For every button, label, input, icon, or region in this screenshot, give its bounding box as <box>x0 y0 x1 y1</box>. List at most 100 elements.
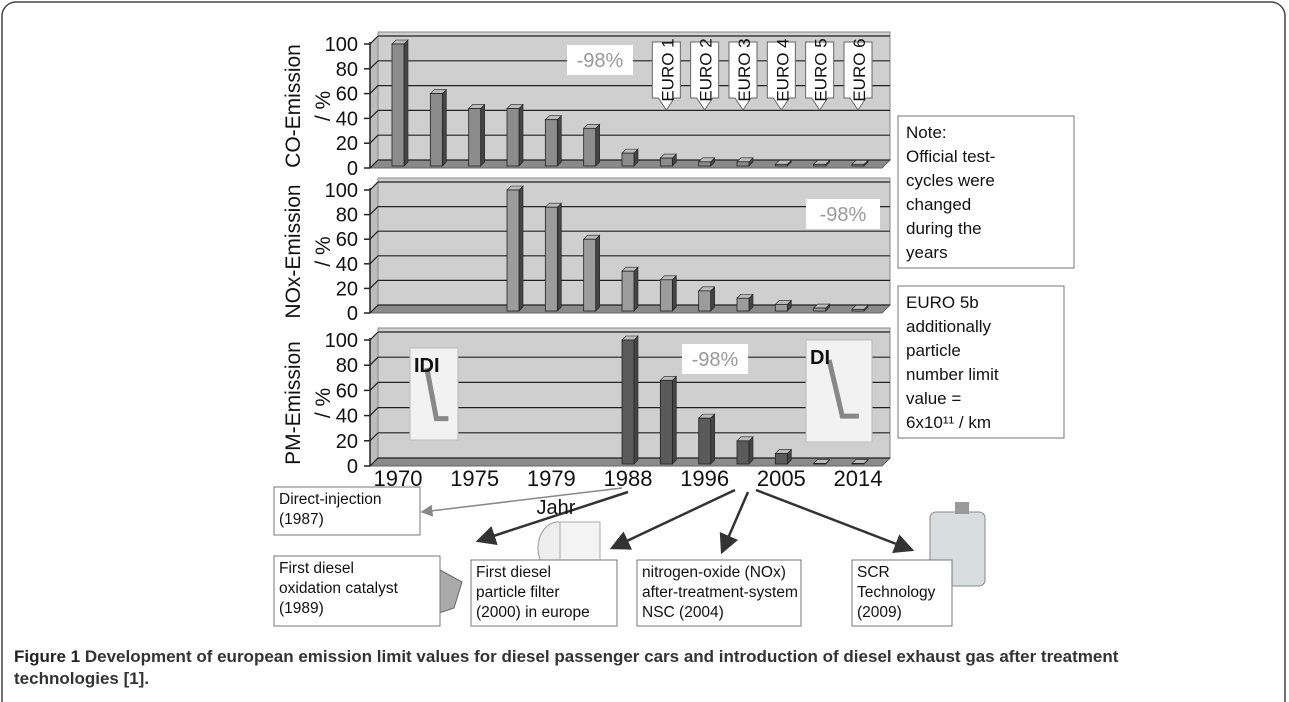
bar-side <box>596 124 600 166</box>
bar <box>660 158 672 166</box>
y-tick-label: 20 <box>336 133 358 155</box>
bar <box>622 153 634 166</box>
technology-text-line: (2000) in europe <box>476 604 590 621</box>
bar <box>507 190 519 311</box>
y-tick-label: 80 <box>336 355 358 377</box>
technology-text-line: Direct-injection <box>279 491 382 508</box>
bar-side <box>634 336 638 464</box>
bar <box>584 128 596 166</box>
technology-text-line: First diesel <box>279 560 354 577</box>
bar <box>430 94 442 166</box>
technology-text-line: after-treatment-system <box>642 584 798 601</box>
page: 020406080100CO-Emission/ %-98%EURO 1EURO… <box>0 0 1289 702</box>
y-tick-label: 40 <box>336 406 358 428</box>
note-text-line: EURO 5b <box>906 293 979 312</box>
bar-side <box>749 437 753 464</box>
bar <box>852 309 864 311</box>
y-tick-label: 60 <box>336 84 358 106</box>
side-wall <box>370 36 378 168</box>
y-tick-label: 40 <box>336 108 358 130</box>
euro-label: EURO 2 <box>697 38 716 101</box>
image-label: IDI <box>414 355 440 377</box>
technology-text-line: (1989) <box>279 600 324 617</box>
x-tick-label: 1988 <box>604 466 653 491</box>
y-axis-label: / % <box>312 91 335 121</box>
y-tick-label: 20 <box>336 431 358 453</box>
bar <box>775 164 787 166</box>
bar <box>545 120 557 166</box>
note-text-line: Official test- <box>906 147 995 166</box>
bar <box>699 291 711 311</box>
bar <box>545 207 557 311</box>
y-tick-label: 80 <box>336 59 358 81</box>
y-tick-label: 0 <box>347 303 358 325</box>
bar <box>814 463 826 464</box>
y-tick-label: 100 <box>325 330 358 352</box>
y-tick-label: 80 <box>336 205 358 227</box>
y-tick-label: 100 <box>325 180 358 202</box>
bar <box>814 164 826 166</box>
bar <box>737 298 749 311</box>
y-axis-label: NOx-Emission <box>282 184 305 318</box>
bar-side <box>557 116 561 166</box>
bar <box>852 164 864 166</box>
arrow <box>756 490 912 550</box>
scr-icon <box>955 502 969 514</box>
note-text-line: particle <box>906 341 961 360</box>
y-tick-label: 0 <box>347 158 358 180</box>
euro-label: EURO 3 <box>735 38 754 101</box>
technology-text-line: SCR <box>857 564 890 581</box>
side-wall <box>370 332 378 466</box>
y-tick-label: 60 <box>336 229 358 251</box>
bar-side <box>519 186 523 311</box>
caption-text: Development of european emission limit v… <box>14 647 1118 688</box>
note-text-line: value = <box>906 389 961 408</box>
annotation: -98% <box>692 349 739 371</box>
figure: 020406080100CO-Emission/ %-98%EURO 1EURO… <box>0 0 1289 702</box>
y-tick-label: 0 <box>347 456 358 478</box>
note-text-line: during the <box>906 219 982 238</box>
bar <box>852 463 864 464</box>
arrow <box>422 488 622 512</box>
bar <box>622 340 634 464</box>
y-axis-label: / % <box>312 388 335 418</box>
technology-text-line: oxidation catalyst <box>279 580 399 597</box>
annotation: -98% <box>577 50 624 72</box>
technology-text-line: First diesel <box>476 564 551 581</box>
note-text-line: years <box>906 243 948 262</box>
note-text-line: changed <box>906 195 971 214</box>
bar-side <box>481 104 485 166</box>
euro-label: EURO 6 <box>850 38 869 101</box>
bar <box>699 418 711 464</box>
bar-side <box>519 104 523 166</box>
technology-text-line: (2009) <box>857 604 902 621</box>
bar-side <box>596 235 600 311</box>
bar <box>622 271 634 311</box>
y-tick-label: 40 <box>336 254 358 276</box>
note-text-line: Note: <box>906 123 947 142</box>
annotation: -98% <box>820 204 867 226</box>
arrow <box>612 490 735 548</box>
bar <box>392 44 404 166</box>
caption-label: Figure 1 <box>14 647 80 666</box>
technology-text-line: particle filter <box>476 584 560 601</box>
technology-text-line: Technology <box>857 584 936 601</box>
bar-side <box>442 90 446 166</box>
bar-side <box>404 40 408 166</box>
bar <box>660 380 672 464</box>
note-text-line: cycles were <box>906 171 995 190</box>
note-text-line: 6x10¹¹ / km <box>906 413 991 432</box>
bar <box>660 280 672 311</box>
bar-side <box>672 276 676 311</box>
x-tick-label: 1975 <box>450 466 499 491</box>
y-tick-label: 60 <box>336 380 358 402</box>
technology-text-line: NSC (2004) <box>642 604 724 621</box>
bar-side <box>711 414 715 464</box>
euro-label: EURO 4 <box>773 38 792 101</box>
technology-text-line: (1987) <box>279 511 324 528</box>
x-tick-label: 1979 <box>527 466 576 491</box>
image-label: DI <box>810 347 830 369</box>
arrow <box>722 492 748 552</box>
y-axis-label: PM-Emission <box>282 341 305 465</box>
bar <box>737 441 749 464</box>
